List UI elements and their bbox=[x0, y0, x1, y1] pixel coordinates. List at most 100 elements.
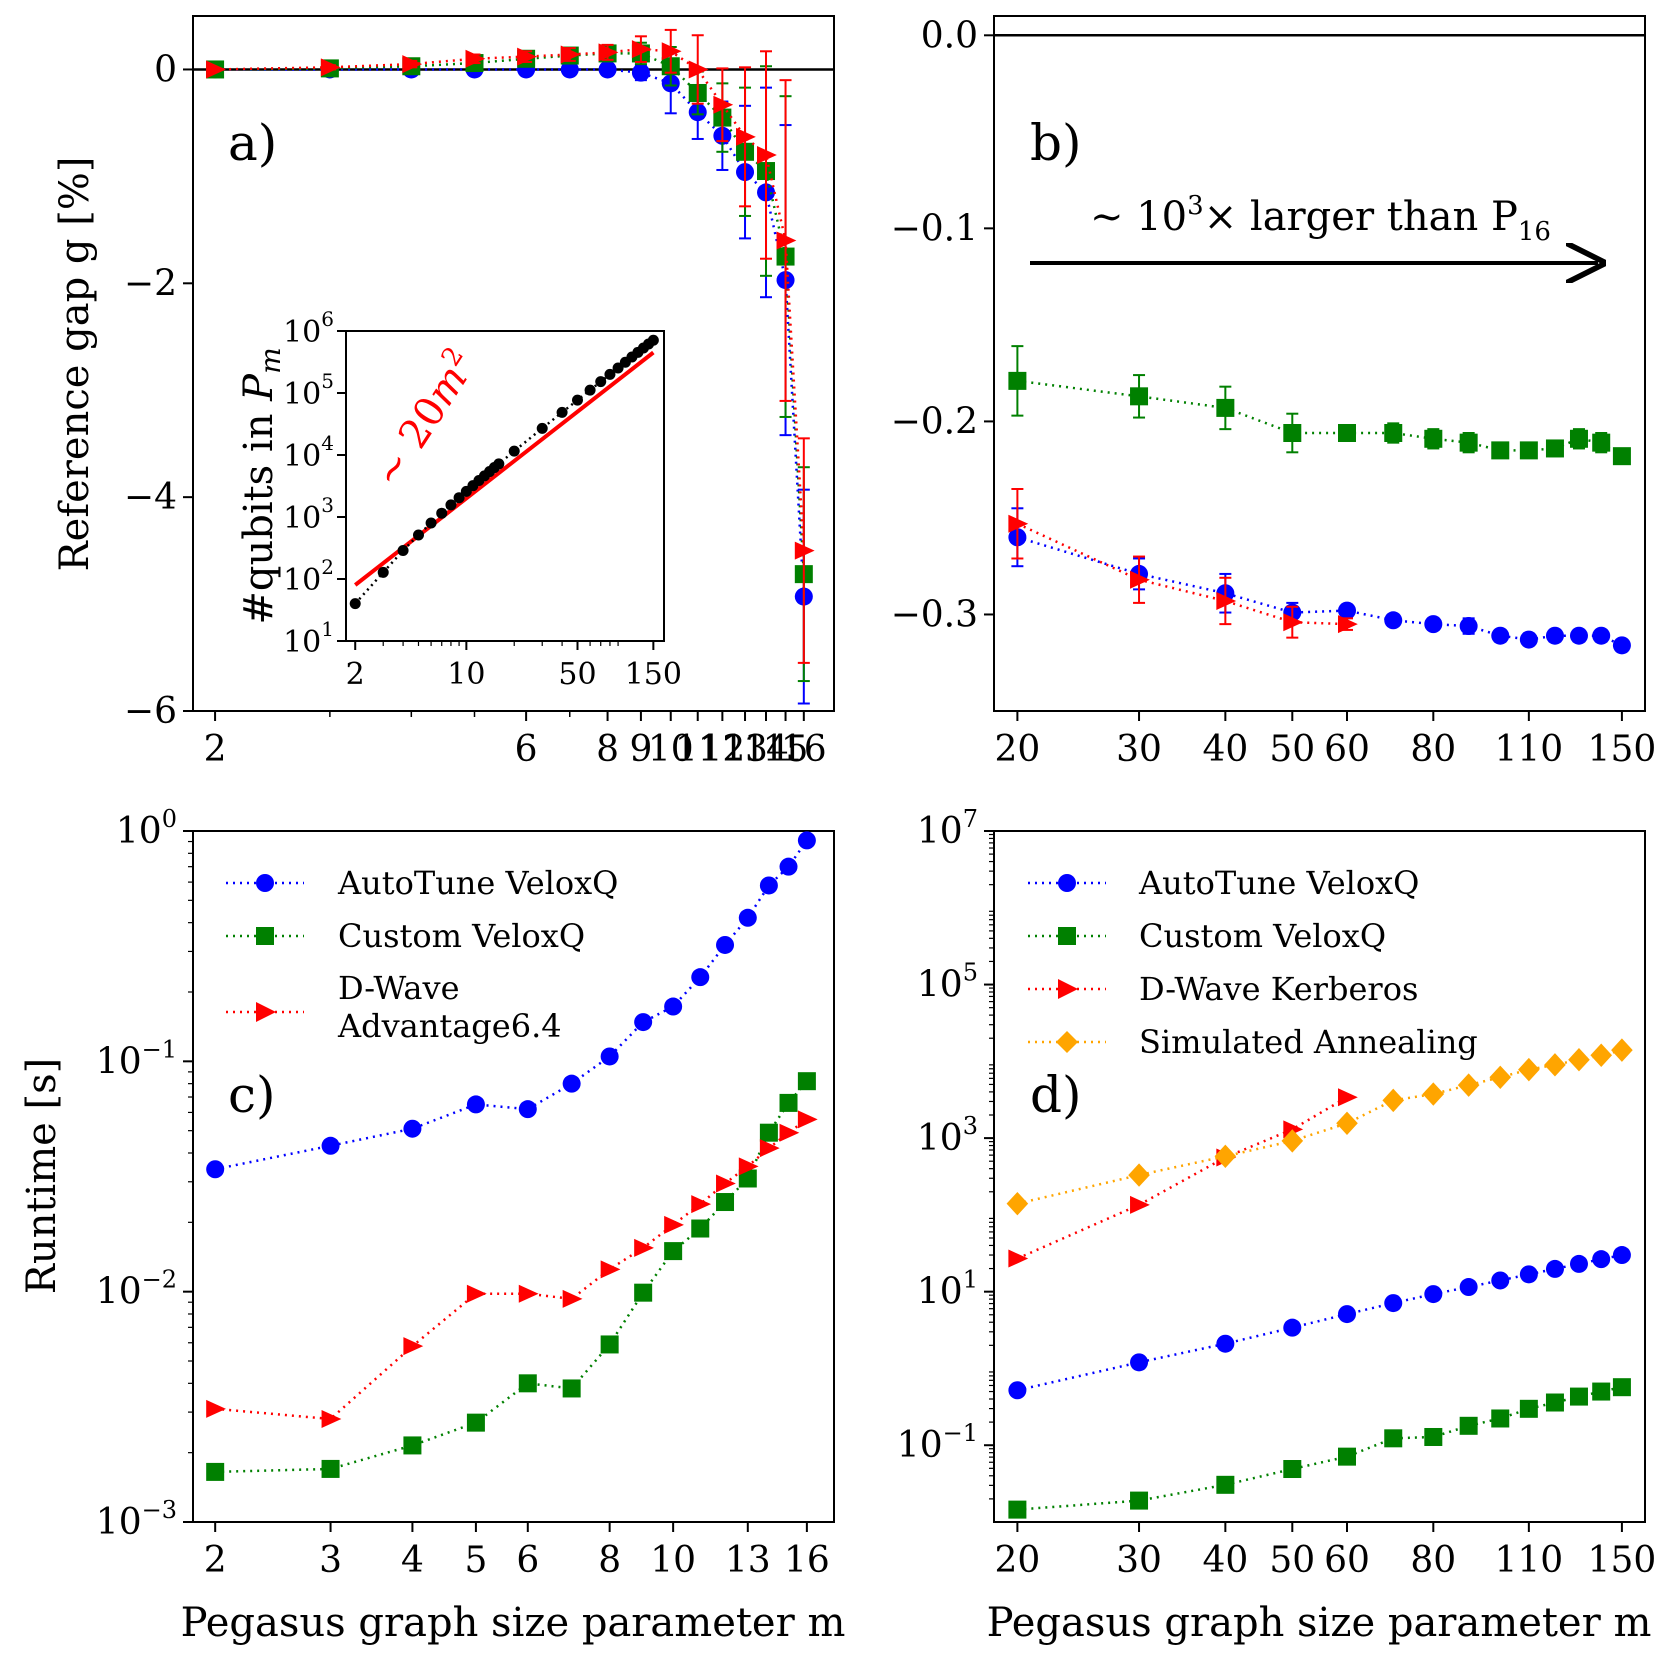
panel-c-point-autotune-veloxq bbox=[206, 1160, 225, 1179]
panel-d-point-simulated-annealing bbox=[1281, 1129, 1304, 1153]
panel-b-point-custom-veloxq bbox=[1459, 433, 1478, 452]
panel-c-point-autotune-veloxq bbox=[634, 1013, 653, 1032]
panel-d-point-autotune-veloxq bbox=[1216, 1334, 1235, 1353]
panel-c-point-autotune-veloxq bbox=[691, 968, 710, 987]
panel-c-xtick-label: 10 bbox=[650, 1540, 696, 1581]
legend-d-autotune-marker bbox=[1058, 874, 1076, 892]
panel-c-xtick-label: 16 bbox=[784, 1540, 830, 1581]
panel-b-point-d-wave-kerberos bbox=[1283, 613, 1304, 632]
panel-c-point-d-wave-advantage6-4 bbox=[779, 1123, 800, 1142]
panel-a-point-autotune-veloxq bbox=[631, 63, 650, 82]
panel-d-point-autotune-veloxq bbox=[1491, 1271, 1510, 1290]
panel-b-point-custom-veloxq bbox=[1491, 441, 1510, 460]
legend-d-custom-text: Custom VeloxQ bbox=[1139, 917, 1386, 955]
panel-d-xtick-label: 110 bbox=[1494, 1540, 1563, 1581]
panel-d-point-custom-veloxq bbox=[1612, 1378, 1631, 1397]
legend-c-dwave-text-1: D-Wave bbox=[338, 969, 460, 1007]
panel-b-arrow-text: ∼ 103× larger than P16 bbox=[1090, 191, 1551, 247]
panel-d-series-line-autotune-veloxq bbox=[1017, 1253, 1623, 1392]
panel-c-point-custom-veloxq bbox=[600, 1335, 619, 1354]
panel-d-label: d) bbox=[1030, 1066, 1082, 1124]
panel-b-xtick-label: 30 bbox=[1116, 729, 1162, 770]
panel-b-chart: 20 30 40 50 60 80 110 150 0.0 −0.1 −0.2 −0.3 b) ∼ 1… bbox=[891, 15, 1657, 770]
panel-b-xtick-label: 150 bbox=[1588, 729, 1657, 770]
panel-c-point-d-wave-advantage6-4 bbox=[206, 1399, 226, 1418]
panel-d-point-custom-veloxq bbox=[1459, 1416, 1478, 1435]
legend-d-dwave-text: D-Wave Kerberos bbox=[1139, 970, 1418, 1008]
panel-d-xtick-label: 40 bbox=[1202, 1540, 1248, 1581]
panel-d-point-simulated-annealing bbox=[1128, 1163, 1150, 1187]
panel-b-point-autotune-veloxq bbox=[1459, 617, 1478, 636]
panel-c-xtick-label: 3 bbox=[319, 1540, 342, 1581]
panel-a-point-d-wave-advantage6-4 bbox=[206, 60, 226, 79]
panel-c-plot-area: 2 3 4 5 6 8 10 13 16 10−3 10−2 10−1 100 bbox=[96, 805, 830, 1581]
panel-d-xtick-label: 150 bbox=[1588, 1540, 1657, 1581]
inset-qubits-point bbox=[571, 394, 583, 406]
inset-qubits-point bbox=[536, 422, 548, 434]
panel-b-xtick-label: 60 bbox=[1324, 729, 1370, 770]
panel-d-legend: AutoTune VeloxQ Custom VeloxQ D-Wave Ker… bbox=[1028, 864, 1478, 1061]
panel-c-point-d-wave-advantage6-4 bbox=[797, 1110, 818, 1129]
inset-qubits-point bbox=[556, 406, 568, 418]
panel-a-point-autotune-veloxq bbox=[560, 60, 579, 79]
inset-ytick-label: 105 bbox=[283, 369, 334, 412]
panel-c-point-custom-veloxq bbox=[518, 1374, 537, 1393]
panel-d-point-custom-veloxq bbox=[1592, 1382, 1611, 1401]
inset-qubits-point bbox=[647, 334, 659, 346]
inset-qubits-point bbox=[604, 368, 616, 380]
panel-d-plot-area: 20 30 40 50 60 80 110 150 10−1 101 103 105 107 bbox=[897, 805, 1656, 1581]
panel-c-point-autotune-veloxq bbox=[797, 831, 816, 850]
inset-xtick-label: 2 bbox=[346, 657, 365, 692]
panel-c-point-d-wave-advantage6-4 bbox=[634, 1238, 654, 1257]
panel-c-point-d-wave-advantage6-4 bbox=[716, 1174, 736, 1193]
panel-a-xtick-label: 8 bbox=[596, 729, 619, 770]
panel-a-point-autotune-veloxq bbox=[598, 60, 617, 79]
panel-d-point-custom-veloxq bbox=[1216, 1475, 1235, 1494]
panel-b-point-custom-veloxq bbox=[1130, 387, 1149, 406]
inset-qubits-point bbox=[584, 384, 596, 396]
panel-c-point-autotune-veloxq bbox=[562, 1074, 581, 1093]
panel-d-point-d-wave-kerberos bbox=[1130, 1195, 1150, 1214]
panel-d-point-simulated-annealing bbox=[1518, 1057, 1540, 1082]
panel-c-xtick-label: 13 bbox=[725, 1540, 771, 1581]
panel-c-point-autotune-veloxq bbox=[664, 997, 683, 1016]
panel-a-ytick-label: −6 bbox=[124, 691, 177, 732]
panel-b-point-custom-veloxq bbox=[1424, 429, 1443, 448]
panel-d-point-simulated-annealing bbox=[1382, 1088, 1405, 1113]
panel-c-ytick-label: 10−2 bbox=[96, 1266, 177, 1313]
panel-d-ytick-label: 103 bbox=[917, 1112, 978, 1159]
panel-b-point-autotune-veloxq bbox=[1424, 615, 1443, 634]
panel-b-point-d-wave-kerberos bbox=[1216, 591, 1237, 610]
panel-a-xtick-label: 11 bbox=[675, 729, 721, 770]
panel-d-point-simulated-annealing bbox=[1611, 1038, 1633, 1062]
panel-a-xtick-label: 10 bbox=[648, 729, 694, 770]
inset-qubits-point bbox=[436, 507, 448, 519]
legend-d-custom-marker bbox=[1058, 927, 1076, 945]
legend-c-custom-text: Custom VeloxQ bbox=[338, 917, 585, 955]
panel-c-ytick-label: 100 bbox=[116, 805, 177, 852]
panel-b-point-d-wave-kerberos bbox=[1130, 570, 1150, 589]
panel-d-point-autotune-veloxq bbox=[1008, 1381, 1027, 1400]
panel-a-point-d-wave-advantage6-4 bbox=[598, 43, 619, 62]
panel-b-point-custom-veloxq bbox=[1612, 447, 1631, 466]
panel-d-point-custom-veloxq bbox=[1283, 1460, 1302, 1479]
panel-d-point-autotune-veloxq bbox=[1569, 1254, 1588, 1273]
panel-c-point-d-wave-advantage6-4 bbox=[759, 1139, 780, 1158]
inset-qubits-point bbox=[425, 517, 437, 529]
panel-c-point-custom-veloxq bbox=[562, 1379, 581, 1398]
panel-a-xtick-label: 15 bbox=[763, 729, 809, 770]
panel-c-point-d-wave-advantage6-4 bbox=[403, 1337, 424, 1356]
panel-c-point-autotune-veloxq bbox=[716, 935, 735, 954]
panel-b-point-autotune-veloxq bbox=[1384, 611, 1403, 630]
panel-a-point-d-wave-advantage6-4 bbox=[736, 127, 756, 146]
panel-d-point-custom-veloxq bbox=[1519, 1399, 1538, 1418]
panel-c-point-custom-veloxq bbox=[779, 1093, 798, 1112]
panel-d-point-autotune-veloxq bbox=[1130, 1353, 1149, 1372]
panel-b-point-custom-veloxq bbox=[1519, 441, 1538, 460]
panel-b-xtick-label: 40 bbox=[1202, 729, 1248, 770]
panel-d-chart: 20 30 40 50 60 80 110 150 10−1 101 103 105 107 d) Pe… bbox=[897, 805, 1656, 1646]
panel-a-xtick-label: 12 bbox=[699, 729, 745, 770]
